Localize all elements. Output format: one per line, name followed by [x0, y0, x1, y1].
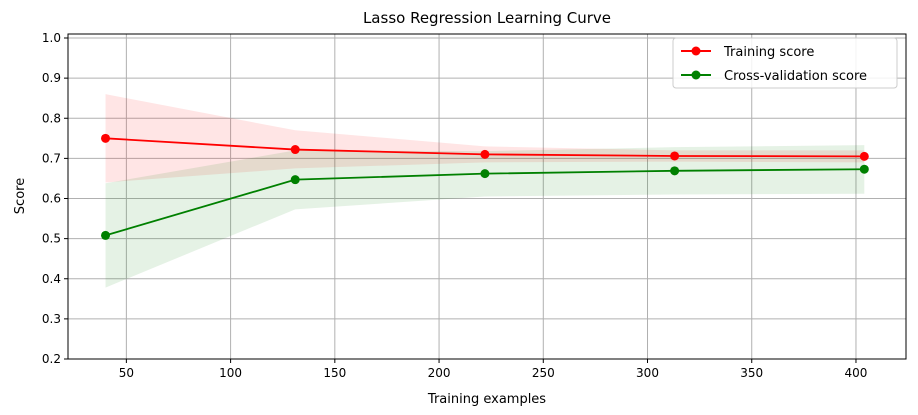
- plot-frame: [67, 33, 907, 360]
- legend: Training score Cross-validation score: [672, 37, 898, 89]
- x-tick-label-150: 150: [323, 366, 346, 380]
- legend-marker-training: [691, 46, 701, 56]
- legend-label-training: Training score: [723, 45, 814, 60]
- y-tick-label-0-7: 0.7: [42, 151, 61, 165]
- y-tick-label-0-9: 0.9: [42, 71, 61, 85]
- point-training-score-313: [670, 151, 680, 161]
- chart-title: Lasso Regression Learning Curve: [363, 9, 611, 27]
- y-tick-label-0-2: 0.2: [42, 352, 61, 366]
- y-tick-label-0-6: 0.6: [42, 192, 61, 206]
- y-tick-label-0-4: 0.4: [42, 272, 61, 286]
- x-tick-label-200: 200: [428, 366, 451, 380]
- point-cross-validation-score-131: [290, 175, 300, 185]
- point-training-score-40: [101, 133, 111, 143]
- y-tick-label-0-8: 0.8: [42, 111, 61, 125]
- point-cross-validation-score-222: [480, 169, 490, 179]
- x-tick-label-250: 250: [532, 366, 555, 380]
- x-tick-label-350: 350: [740, 366, 763, 380]
- point-training-score-131: [290, 145, 300, 155]
- y-tick-label-1-0: 1.0: [42, 31, 61, 45]
- x-tick-label-100: 100: [219, 366, 242, 380]
- x-tick-label-50: 50: [119, 366, 134, 380]
- point-cross-validation-score-404: [859, 164, 869, 174]
- y-axis-ticks: 0.2 0.3 0.4 0.5 0.6 0.7 0.8 0.9 1.0: [42, 31, 68, 366]
- point-cross-validation-score-313: [670, 166, 680, 176]
- point-training-score-222: [480, 149, 490, 159]
- legend-label-cross-validation: Cross-validation score: [724, 69, 867, 84]
- series-points: [101, 133, 869, 240]
- point-training-score-404: [859, 151, 869, 161]
- legend-box: [672, 37, 898, 89]
- legend-marker-cross-validation: [691, 70, 701, 80]
- y-axis-label: Score: [13, 178, 28, 214]
- y-tick-label-0-3: 0.3: [42, 312, 61, 326]
- x-axis-ticks: 50 100 150 200 250 300 350 400: [119, 359, 868, 380]
- point-cross-validation-score-40: [101, 230, 111, 240]
- y-tick-label-0-5: 0.5: [42, 232, 61, 246]
- x-tick-label-300: 300: [636, 366, 659, 380]
- x-tick-label-400: 400: [845, 366, 868, 380]
- x-axis-label: Training examples: [427, 392, 546, 407]
